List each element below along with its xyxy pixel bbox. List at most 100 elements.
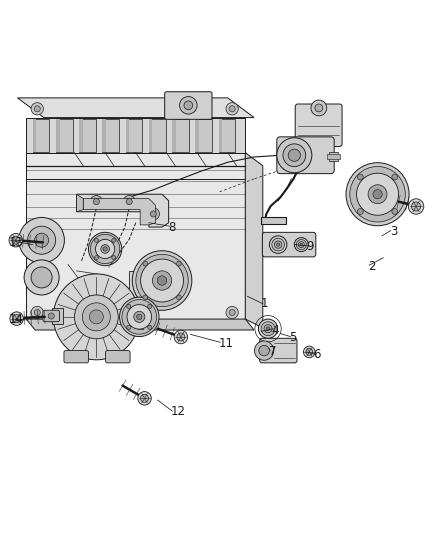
Circle shape	[53, 274, 139, 360]
Polygon shape	[26, 319, 254, 330]
Circle shape	[304, 346, 315, 358]
Circle shape	[177, 295, 181, 300]
Circle shape	[127, 325, 131, 329]
Circle shape	[275, 241, 282, 248]
Bar	[219, 119, 235, 152]
Polygon shape	[77, 194, 169, 227]
Circle shape	[180, 96, 197, 114]
Bar	[102, 119, 106, 152]
Circle shape	[112, 256, 116, 260]
Circle shape	[143, 295, 148, 300]
Circle shape	[93, 199, 99, 205]
Circle shape	[157, 276, 167, 285]
Circle shape	[368, 185, 387, 204]
Text: 6: 6	[313, 349, 321, 361]
Circle shape	[34, 310, 40, 316]
Circle shape	[258, 319, 278, 338]
Bar	[126, 119, 142, 152]
Circle shape	[122, 300, 157, 334]
Circle shape	[277, 138, 312, 173]
Circle shape	[177, 261, 181, 266]
Text: 8: 8	[169, 221, 176, 233]
Bar	[327, 155, 340, 159]
Circle shape	[141, 394, 148, 402]
Circle shape	[150, 211, 156, 217]
Circle shape	[89, 310, 103, 324]
Circle shape	[136, 254, 188, 306]
Circle shape	[226, 306, 238, 319]
Circle shape	[296, 239, 307, 249]
Circle shape	[9, 233, 22, 247]
Circle shape	[306, 349, 313, 356]
Circle shape	[48, 313, 54, 319]
FancyBboxPatch shape	[43, 310, 60, 322]
Circle shape	[174, 330, 187, 344]
Circle shape	[120, 297, 159, 336]
Bar	[195, 119, 212, 152]
Circle shape	[88, 232, 122, 265]
FancyBboxPatch shape	[106, 351, 130, 363]
Bar	[129, 271, 153, 297]
Text: 2: 2	[368, 260, 375, 273]
Polygon shape	[83, 199, 155, 225]
Bar	[52, 308, 63, 324]
Circle shape	[229, 106, 235, 112]
Circle shape	[95, 256, 99, 260]
Bar	[172, 119, 189, 152]
Polygon shape	[77, 194, 83, 212]
Text: 3: 3	[390, 225, 397, 238]
Text: 4: 4	[272, 324, 279, 336]
Circle shape	[266, 327, 270, 330]
Circle shape	[300, 244, 303, 246]
Circle shape	[298, 241, 304, 247]
Circle shape	[184, 101, 193, 110]
Circle shape	[392, 174, 398, 180]
Circle shape	[283, 144, 306, 167]
Circle shape	[13, 314, 21, 322]
Circle shape	[226, 103, 238, 115]
Bar	[149, 119, 166, 152]
Bar	[172, 119, 176, 152]
Text: 5: 5	[289, 331, 297, 344]
Circle shape	[127, 304, 152, 329]
Circle shape	[148, 325, 152, 329]
Circle shape	[127, 304, 131, 309]
Circle shape	[152, 271, 172, 290]
Circle shape	[101, 245, 110, 253]
Circle shape	[143, 261, 148, 266]
FancyBboxPatch shape	[295, 104, 342, 147]
Bar	[56, 119, 73, 152]
FancyBboxPatch shape	[277, 137, 334, 174]
Bar	[79, 119, 96, 152]
Circle shape	[95, 238, 99, 243]
Circle shape	[31, 267, 52, 288]
Circle shape	[346, 163, 409, 226]
Circle shape	[357, 174, 363, 180]
Circle shape	[412, 202, 420, 211]
Circle shape	[28, 226, 56, 254]
FancyBboxPatch shape	[165, 92, 212, 119]
Circle shape	[357, 173, 399, 215]
Circle shape	[408, 199, 424, 214]
Circle shape	[137, 314, 142, 320]
Circle shape	[19, 217, 64, 263]
Circle shape	[357, 208, 363, 214]
Circle shape	[103, 247, 107, 251]
FancyBboxPatch shape	[64, 351, 88, 363]
Circle shape	[134, 311, 145, 322]
Text: 7: 7	[269, 345, 277, 358]
Circle shape	[34, 106, 40, 112]
Circle shape	[311, 100, 327, 116]
Circle shape	[12, 236, 20, 244]
Text: 11: 11	[219, 337, 234, 350]
Circle shape	[315, 104, 323, 112]
Circle shape	[276, 243, 280, 246]
Text: 9: 9	[307, 240, 314, 253]
Bar	[56, 119, 60, 152]
Circle shape	[288, 149, 300, 161]
Text: 14: 14	[9, 313, 24, 326]
Bar	[138, 305, 143, 329]
Circle shape	[24, 260, 59, 295]
Circle shape	[272, 238, 284, 251]
Bar	[33, 119, 36, 152]
